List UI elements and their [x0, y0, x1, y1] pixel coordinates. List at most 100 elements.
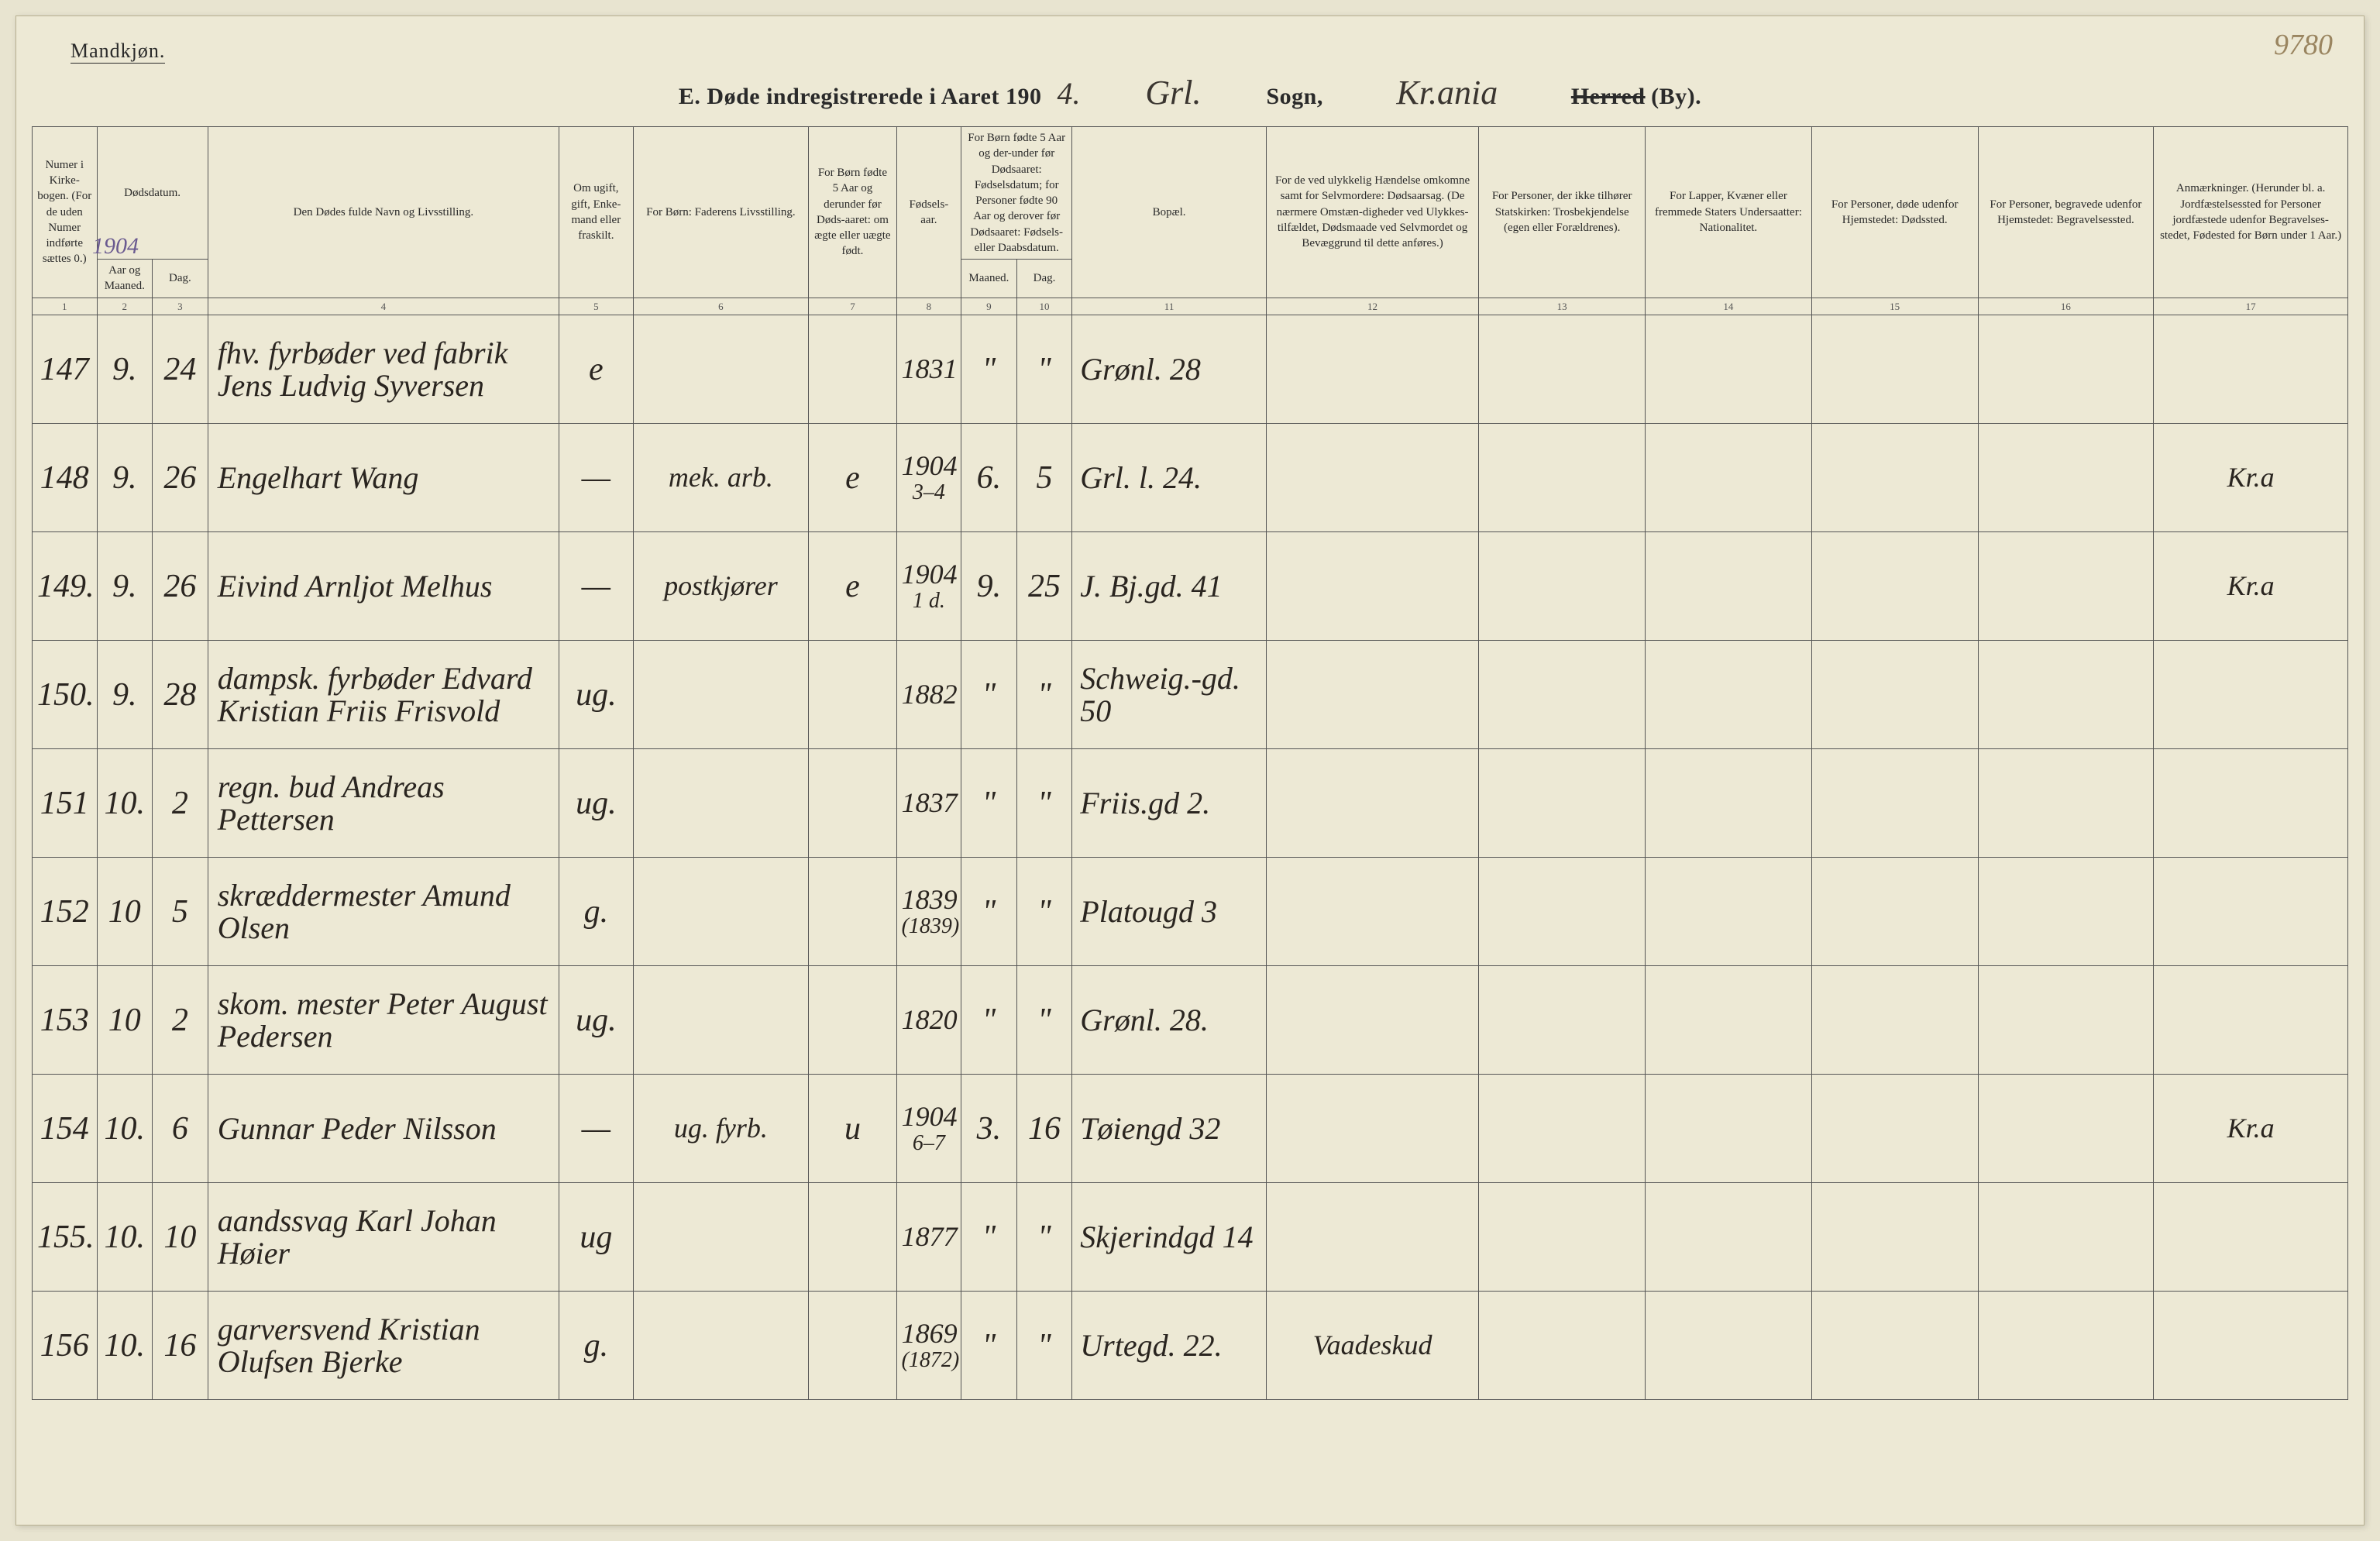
- cell-num: 154: [33, 1075, 98, 1183]
- cell-maaned: 9.: [97, 532, 153, 641]
- cell-fdag: ": [1016, 315, 1072, 424]
- cell-bopael: Urtegd. 22.: [1072, 1292, 1267, 1400]
- cell-maaned: 10.: [97, 1292, 153, 1400]
- cell-begrav: [1978, 641, 2154, 749]
- cell-dag: 5: [153, 858, 208, 966]
- cell-begrav: [1978, 749, 2154, 858]
- cell-anm: Kr.a: [2154, 532, 2348, 641]
- cell-nat: [1646, 1183, 1812, 1292]
- cell-aarsag: [1266, 1183, 1478, 1292]
- cell-dodssted: [1811, 1292, 1978, 1400]
- table-row: 155.10.10aandssvag Karl Johan Høierug187…: [33, 1183, 2348, 1292]
- cell-fmaaned: ": [961, 1183, 1017, 1292]
- cell-dodssted: [1811, 858, 1978, 966]
- cell-navn: Engelhart Wang: [208, 424, 559, 532]
- cell-num: 147: [33, 315, 98, 424]
- sogn-handwritten: Grl.: [1103, 73, 1243, 112]
- table-row: 1489.26Engelhart Wang—mek. arb.e19043–46…: [33, 424, 2348, 532]
- hdr-dag: Dag.: [153, 260, 208, 298]
- cell-aarsag: Vaadeskud: [1266, 1292, 1478, 1400]
- cell-nat: [1646, 858, 1812, 966]
- cell-aegte: [809, 858, 896, 966]
- cell-fmaaned: 3.: [961, 1075, 1017, 1183]
- cell-begrav: [1978, 1292, 2154, 1400]
- cell-num: 153: [33, 966, 98, 1075]
- cell-bopael: Grønl. 28: [1072, 315, 1267, 424]
- cell-faderens: [633, 641, 809, 749]
- colnum: 1: [33, 298, 98, 315]
- cell-dodssted: [1811, 315, 1978, 424]
- cell-tros: [1479, 1292, 1646, 1400]
- colnum: 11: [1072, 298, 1267, 315]
- table-row: 152105skræddermester Amund Olseng.1839(1…: [33, 858, 2348, 966]
- cell-fodselsaar: 1839(1839): [896, 858, 961, 966]
- cell-navn: fhv. fyrbøder ved fabrik Jens Ludvig Syv…: [208, 315, 559, 424]
- cell-fdag: ": [1016, 966, 1072, 1075]
- cell-fodselsaar: 19043–4: [896, 424, 961, 532]
- cell-aegte: e: [809, 424, 896, 532]
- colnum: 17: [2154, 298, 2348, 315]
- cell-faderens: [633, 1292, 809, 1400]
- colnum: 14: [1646, 298, 1812, 315]
- cell-anm: [2154, 1183, 2348, 1292]
- hdr-aegte: For Børn fødte 5 Aar og derunder før Død…: [809, 127, 896, 298]
- cell-anm: Kr.a: [2154, 424, 2348, 532]
- cell-num: 148: [33, 424, 98, 532]
- cell-bopael: J. Bj.gd. 41: [1072, 532, 1267, 641]
- cell-dag: 26: [153, 424, 208, 532]
- table-row: 15110.2regn. bud Andreas Pettersenug.183…: [33, 749, 2348, 858]
- hdr-bopael: Bopæl.: [1072, 127, 1267, 298]
- cell-aarsag: [1266, 532, 1478, 641]
- cell-maaned: 9.: [97, 641, 153, 749]
- hdr-aar-maaned: Aar og Maaned.: [97, 260, 153, 298]
- cell-fmaaned: ": [961, 966, 1017, 1075]
- cell-aegte: e: [809, 532, 896, 641]
- cell-anm: [2154, 858, 2348, 966]
- cell-aarsag: [1266, 966, 1478, 1075]
- cell-bopael: Tøiengd 32: [1072, 1075, 1267, 1183]
- ledger-page: 9780 Mandkjøn. E. Døde indregistrerede i…: [15, 15, 2365, 1526]
- cell-faderens: [633, 749, 809, 858]
- cell-dodssted: [1811, 532, 1978, 641]
- cell-num: 155.: [33, 1183, 98, 1292]
- cell-fodselsaar: 1837: [896, 749, 961, 858]
- cell-maaned: 10.: [97, 749, 153, 858]
- cell-fdag: ": [1016, 1292, 1072, 1400]
- cell-maaned: 9.: [97, 315, 153, 424]
- cell-dodssted: [1811, 749, 1978, 858]
- cell-fodselsaar: 19041 d.: [896, 532, 961, 641]
- cell-aarsag: [1266, 1075, 1478, 1183]
- hdr-faderens: For Børn: Faderens Livsstilling.: [633, 127, 809, 298]
- hdr-navn: Den Dødes fulde Navn og Livsstilling.: [208, 127, 559, 298]
- hdr-begrav: For Personer, begravede udenfor Hjemsted…: [1978, 127, 2154, 298]
- cell-aarsag: [1266, 858, 1478, 966]
- cell-dodssted: [1811, 424, 1978, 532]
- column-numbers-row: 1 2 3 4 5 6 7 8 9 10 11 12 13 14 15 16 1: [33, 298, 2348, 315]
- cell-faderens: postkjører: [633, 532, 809, 641]
- cell-faderens: [633, 315, 809, 424]
- gender-label: Mandkjøn.: [71, 40, 165, 64]
- page-number: 9780: [2274, 28, 2333, 62]
- cell-begrav: [1978, 532, 2154, 641]
- cell-anm: [2154, 749, 2348, 858]
- cell-dag: 28: [153, 641, 208, 749]
- table-row: 149.9.26Eivind Arnljot Melhus—postkjører…: [33, 532, 2348, 641]
- cell-fdag: ": [1016, 1183, 1072, 1292]
- cell-nat: [1646, 1075, 1812, 1183]
- hdr-fdag: Dag.: [1016, 260, 1072, 298]
- cell-fmaaned: 9.: [961, 532, 1017, 641]
- cell-navn: Gunnar Peder Nilsson: [208, 1075, 559, 1183]
- cell-fmaaned: ": [961, 641, 1017, 749]
- cell-nat: [1646, 1292, 1812, 1400]
- cell-faderens: mek. arb.: [633, 424, 809, 532]
- cell-faderens: [633, 858, 809, 966]
- cell-tros: [1479, 315, 1646, 424]
- cell-bopael: Skjerindgd 14: [1072, 1183, 1267, 1292]
- cell-aegte: [809, 749, 896, 858]
- table-row: 15610.16garversvend Kristian Olufsen Bje…: [33, 1292, 2348, 1400]
- cell-anm: [2154, 966, 2348, 1075]
- cell-civil: e: [559, 315, 633, 424]
- colnum: 10: [1016, 298, 1072, 315]
- cell-aarsag: [1266, 749, 1478, 858]
- cell-dag: 26: [153, 532, 208, 641]
